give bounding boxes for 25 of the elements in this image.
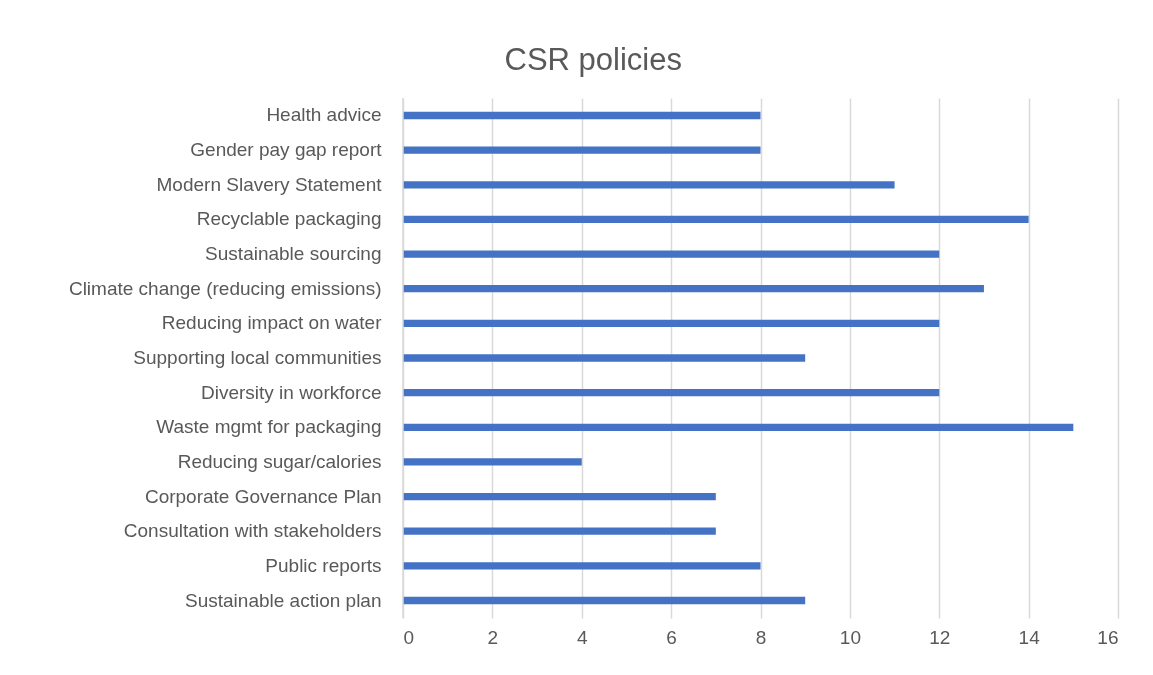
y-tick-label: Recyclable packaging <box>196 208 382 230</box>
y-tick-label: Climate change (reducing emissions) <box>68 277 382 299</box>
chart-title: CSR policies <box>504 42 682 78</box>
y-tick-label: Public reports <box>265 554 382 576</box>
x-tick-label: 8 <box>755 626 767 648</box>
y-tick-label: Consultation with stakeholders <box>123 520 382 542</box>
x-tick-label: 14 <box>1018 626 1041 648</box>
x-tick-label: 0 <box>403 626 415 648</box>
y-tick-label: Gender pay gap report <box>190 139 383 161</box>
x-tick-label: 6 <box>666 626 677 648</box>
y-tick-label: Health advice <box>266 104 382 126</box>
y-tick-label: Supporting local communities <box>133 347 382 368</box>
x-tick-label: 12 <box>929 626 951 648</box>
y-tick-label: Reducing impact on water <box>161 312 383 334</box>
x-tick-label: 16 <box>1097 626 1119 648</box>
y-tick-label: Diversity in workforce <box>200 381 382 403</box>
y-tick-label: Sustainable action plan <box>185 589 382 611</box>
y-tick-label: Waste mgmt for packaging <box>156 416 382 438</box>
y-tick-label: Corporate Governance Plan <box>144 485 382 507</box>
x-tick-label: 10 <box>839 626 861 648</box>
x-tick-label: 2 <box>487 626 499 648</box>
x-tick-label: 4 <box>576 626 588 648</box>
y-tick-label: Modern Slavery Statement <box>156 173 383 195</box>
y-tick-label: Reducing sugar/calories <box>177 450 382 472</box>
y-tick-label: Sustainable sourcing <box>205 243 382 265</box>
